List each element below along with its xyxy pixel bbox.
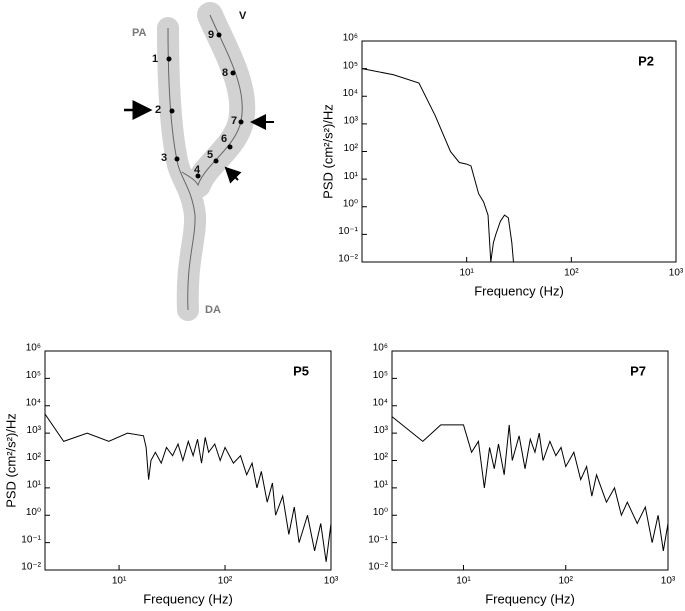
diagram-label: 4 [194, 164, 201, 176]
x-tick-label: 10¹ [112, 576, 127, 587]
diagram-label: 3 [161, 152, 167, 164]
y-tick-label: 10¹ [27, 480, 42, 491]
y-tick-label: 10⁵ [26, 370, 41, 381]
plot-frame [44, 350, 332, 571]
y-tick-label: 10³ [27, 425, 42, 436]
y-tick-label: 10⁴ [343, 88, 358, 99]
x-tick-label: 10³ [661, 576, 676, 587]
plot-frame [361, 40, 677, 263]
x-tick-label: 10¹ [459, 268, 474, 279]
y-tick-label: 10⁵ [343, 60, 358, 71]
x-tick-label: 10³ [669, 268, 684, 279]
y-tick-label: 10⁶ [343, 33, 358, 44]
psd-line [45, 413, 331, 562]
y-tick-label: 10⁰ [26, 507, 41, 518]
y-axis-label: PSD (cm²/s²)/Hz [3, 413, 18, 508]
y-tick-label: 10⁻² [368, 562, 388, 573]
y-tick-label: 10⁰ [343, 198, 358, 209]
y-tick-label: 10¹ [344, 171, 359, 182]
panel-title: P2 [638, 53, 654, 68]
x-axis-label: Frequency (Hz) [474, 283, 564, 298]
y-tick-label: 10⁻¹ [338, 226, 358, 237]
y-tick-label: 10² [374, 452, 389, 463]
x-axis-label: Frequency (Hz) [143, 591, 233, 606]
y-tick-label: 10⁻² [338, 254, 358, 265]
y-tick-label: 10³ [374, 425, 389, 436]
panel-title: P5 [293, 363, 309, 378]
diagram-label: DA [205, 304, 221, 316]
y-axis-label: PSD (cm²/s²)/Hz [320, 104, 335, 199]
diagram-label: 6 [221, 133, 227, 145]
y-tick-label: 10¹ [374, 480, 389, 491]
x-axis-label: Frequency (Hz) [485, 591, 575, 606]
y-tick-label: 10⁴ [373, 397, 388, 408]
y-tick-label: 10⁵ [373, 370, 388, 381]
chart-panel: 10⁻² 10⁻¹ 10⁰ 10¹ 10² 10³ 10⁴ 10⁵ 10⁶ 10¹ 10² 10³ P2… [320, 33, 683, 299]
diagram-label: 1 [152, 53, 158, 65]
y-tick-label: 10⁰ [373, 507, 388, 518]
diagram-label: 8 [222, 67, 228, 79]
x-tick-label: 10³ [324, 576, 339, 587]
diagram-label: PA [132, 27, 147, 39]
psd-line [362, 68, 514, 262]
y-tick-label: 10³ [344, 116, 359, 127]
y-tick-label: 10⁶ [26, 343, 41, 354]
diagram-label: V [239, 10, 247, 22]
chart-panel: 10⁻² 10⁻¹ 10⁰ 10¹ 10² 10³ 10⁴ 10⁵ 10⁶ 10¹ 10² 10³ P5… [3, 343, 338, 607]
x-tick-label: 10¹ [456, 576, 471, 587]
y-tick-label: 10⁻¹ [21, 534, 41, 545]
y-tick-label: 10⁶ [373, 343, 388, 354]
diagram-label: 5 [207, 149, 213, 161]
x-tick-label: 10² [564, 268, 579, 279]
diagram-label: 9 [208, 29, 214, 41]
diagram-label: 7 [231, 115, 237, 127]
plot-frame [391, 350, 669, 571]
chart-panel: 10⁻² 10⁻¹ 10⁰ 10¹ 10² 10³ 10⁴ 10⁵ 10⁶ 10¹ 10² 10³ P7… [368, 343, 676, 607]
x-tick-label: 10² [559, 576, 574, 587]
y-tick-label: 10² [27, 452, 42, 463]
panel-title: P7 [630, 363, 646, 378]
x-tick-label: 10² [218, 576, 233, 587]
psd-line [392, 416, 668, 551]
y-tick-label: 10⁴ [26, 397, 41, 408]
vessel-diagram: PA V DA 1 2 3 4 5 6 7 8 9 [124, 2, 274, 321]
y-tick-label: 10² [344, 143, 359, 154]
y-tick-label: 10⁻¹ [368, 534, 388, 545]
diagram-label: 2 [155, 104, 161, 116]
y-tick-label: 10⁻² [21, 562, 41, 573]
